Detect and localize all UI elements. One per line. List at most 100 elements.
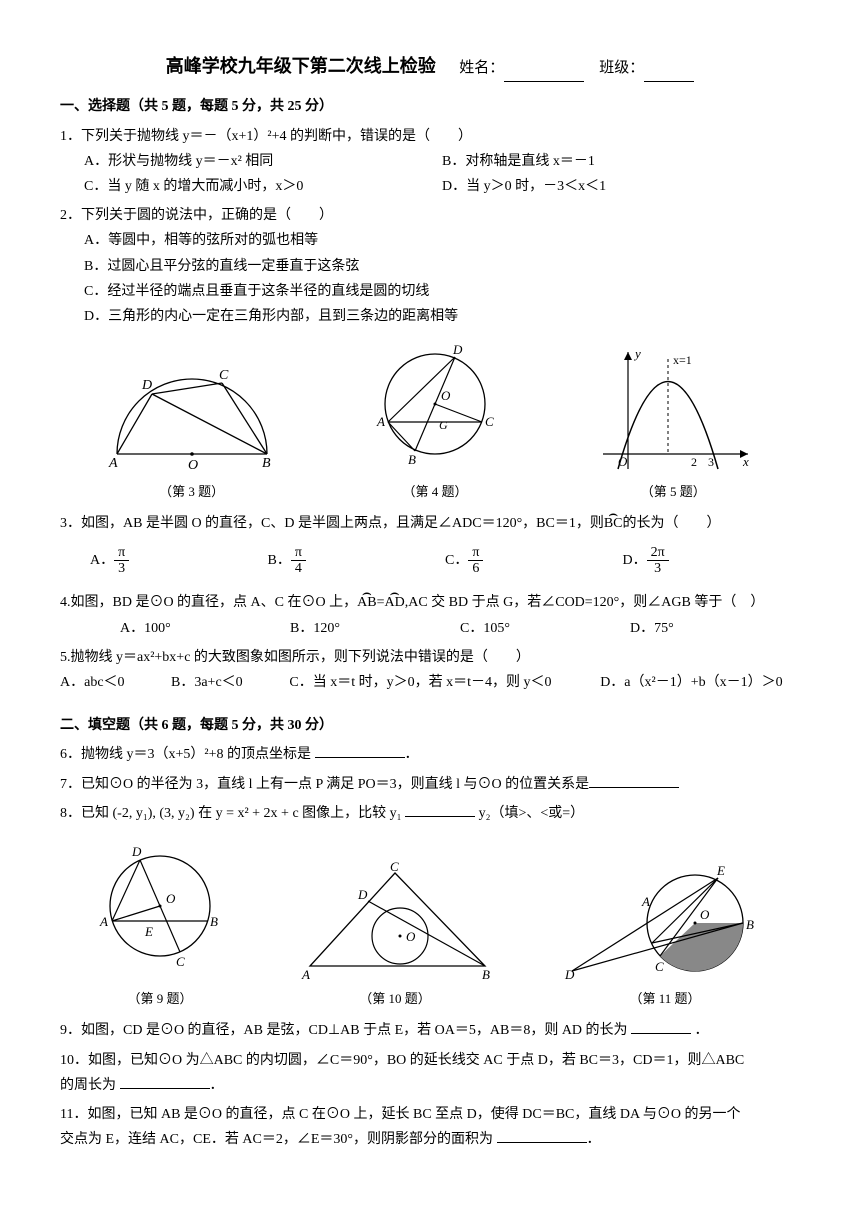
q5: 5.抛物线 y＝ax²+bx+c 的大致图象如图所示，则下列说法中错误的是（ ）…: [60, 645, 800, 695]
q9-blank: [631, 1020, 691, 1034]
q1-opt-d: D．当 y＞0 时，－3＜x＜1: [442, 174, 800, 199]
svg-text:D: D: [452, 344, 463, 357]
svg-text:E: E: [716, 863, 725, 878]
svg-text:D: D: [131, 844, 142, 859]
q2-stem: 2．下列关于圆的说法中，正确的是（ ）: [60, 203, 800, 228]
q4-arc1: AB: [357, 590, 376, 615]
figure-10-svg: A B C D O: [290, 861, 500, 981]
q6-stem: 6．抛物线 y＝3（x+5）²+8 的顶点坐标是: [60, 747, 311, 762]
q5-opt-b: B．3a+c＜0: [171, 670, 289, 695]
q2-opt-b: B．过圆心且平分弦的直线一定垂直于这条弦: [84, 254, 800, 279]
figure-11: A B C D E O （第 11 题）: [560, 861, 770, 1010]
q11-blank: [497, 1129, 587, 1143]
name-blank: [504, 67, 584, 82]
q10-blank: [120, 1075, 210, 1089]
svg-text:O: O: [441, 388, 451, 403]
q7-stem: 7．已知⊙O 的半径为 3，直线 l 上有一点 P 满足 PO＝3，则直线 l …: [60, 777, 589, 792]
q4-eq: =: [377, 595, 385, 610]
q5-options: A．abc＜0 B．3a+c＜0 C．当 x＝t 时，y＞0，若 x＝t－4，则…: [60, 670, 800, 695]
q1: 1．下列关于抛物线 y＝－（x+1）²+4 的判断中，错误的是（ ） A．形状与…: [60, 124, 800, 200]
figures-row-2: A B C D E O （第 9 题） A B C D O （第 10 题）: [60, 841, 800, 1010]
svg-text:G: G: [439, 418, 448, 432]
figure-10: A B C D O （第 10 题）: [290, 861, 500, 1010]
q8-blank: [405, 803, 475, 817]
q7-blank: [589, 774, 679, 788]
svg-text:O: O: [700, 907, 710, 922]
q5-opt-c: C．当 x＝t 时，y＞0，若 x＝t－4，则 y＜0: [289, 670, 600, 695]
figure-3-svg: A B C D O: [102, 369, 282, 474]
q6: 6．抛物线 y＝3（x+5）²+8 的顶点坐标是 ．: [60, 742, 800, 767]
svg-text:2: 2: [691, 455, 697, 469]
figure-4-svg: A B C D O G: [365, 344, 505, 474]
q11: 11．如图，已知 AB 是⊙O 的直径，点 C 在⊙O 上，延长 BC 至点 D…: [60, 1102, 800, 1152]
svg-text:E: E: [144, 924, 153, 939]
svg-text:B: B: [210, 914, 218, 929]
q4-pre: 4.如图，BD 是⊙O 的直径，点 A、C 在⊙O 上，: [60, 595, 357, 610]
svg-text:A: A: [376, 414, 385, 429]
section1-questions: 1．下列关于抛物线 y＝－（x+1）²+4 的判断中，错误的是（ ） A．形状与…: [60, 124, 800, 696]
q4: 4.如图，BD 是⊙O 的直径，点 A、C 在⊙O 上，AB=AD,AC 交 B…: [60, 590, 800, 640]
svg-text:D: D: [357, 887, 368, 902]
q3-opt-d: D．2π3: [623, 545, 801, 577]
q2-opt-c: C．经过半径的端点且垂直于这条半径的直线是圆的切线: [84, 279, 800, 304]
q10-stem-b: 的周长为: [60, 1078, 116, 1093]
q4-options: A．100° B．120° C．105° D．75°: [60, 616, 800, 641]
figure-4-caption: （第 4 题）: [365, 480, 505, 503]
class-blank: [644, 67, 694, 82]
page-title: 高峰学校九年级下第二次线上检验: [166, 56, 436, 76]
q3-opt-a: A．π3: [90, 545, 268, 577]
svg-text:A: A: [641, 894, 650, 909]
q5-stem: 5.抛物线 y＝ax²+bx+c 的大致图象如图所示，则下列说法中错误的是（ ）: [60, 645, 800, 670]
q3-opt-b: B．π4: [268, 545, 446, 577]
svg-text:C: C: [219, 369, 229, 383]
svg-text:D: D: [564, 967, 575, 981]
q5-opt-d: D．a（x²－1）+b（x－1）＞0: [600, 670, 800, 695]
q4-opt-d: D．75°: [630, 616, 800, 641]
q3: 3．如图，AB 是半圆 O 的直径，C、D 是半圆上两点，且满足∠ADC＝120…: [60, 511, 800, 536]
figure-9-svg: A B C D E O: [90, 841, 230, 981]
figure-3: A B C D O （第 3 题）: [102, 369, 282, 503]
svg-text:x: x: [742, 454, 749, 469]
q10-stem-a: 10．如图，已知⊙O 为△ABC 的内切圆，∠C＝90°，BO 的延长线交 AC…: [60, 1048, 800, 1073]
q4-arc2: AD: [384, 590, 404, 615]
svg-text:B: B: [408, 452, 416, 467]
q2: 2．下列关于圆的说法中，正确的是（ ） A．等圆中，相等的弦所对的弧也相等 B．…: [60, 203, 800, 329]
svg-text:C: C: [390, 861, 399, 874]
svg-text:B: B: [746, 917, 754, 932]
svg-text:O: O: [618, 454, 628, 469]
q3-options: A．π3 B．π4 C．π6 D．2π3: [60, 545, 800, 577]
header-row: 高峰学校九年级下第二次线上检验 姓名： 班级：: [60, 50, 800, 82]
section1-header: 一、选择题（共 5 题，每题 5 分，共 25 分）: [60, 94, 800, 119]
section2-header: 二、填空题（共 6 题，每题 5 分，共 30 分）: [60, 713, 800, 738]
q11-stem-a: 11．如图，已知 AB 是⊙O 的直径，点 C 在⊙O 上，延长 BC 至点 D…: [60, 1102, 800, 1127]
svg-text:C: C: [485, 414, 494, 429]
q5-opt-a: A．abc＜0: [60, 670, 171, 695]
figure-5: O x y x=1 2 3 （第 5 题）: [588, 344, 758, 503]
q1-stem: 1．下列关于抛物线 y＝－（x+1）²+4 的判断中，错误的是（ ）: [60, 124, 800, 149]
q2-options: A．等圆中，相等的弦所对的弧也相等 B．过圆心且平分弦的直线一定垂直于这条弦 C…: [60, 228, 800, 329]
name-label: 姓名： 班级：: [459, 60, 694, 76]
figure-4: A B C D O G （第 4 题）: [365, 344, 505, 503]
q4-opt-c: C．105°: [460, 616, 630, 641]
q2-opt-d: D．三角形的内心一定在三角形内部，且到三条边的距离相等: [84, 304, 800, 329]
svg-text:A: A: [301, 967, 310, 981]
q10: 10．如图，已知⊙O 为△ABC 的内切圆，∠C＝90°，BO 的延长线交 AC…: [60, 1048, 800, 1098]
name-label-text: 姓名：: [459, 60, 504, 76]
q3-stem-post: 的长为（ ）: [623, 516, 721, 531]
q1-opt-b: B．对称轴是直线 x＝－1: [442, 149, 800, 174]
svg-text:y: y: [633, 346, 641, 361]
svg-text:C: C: [655, 959, 664, 974]
q8: 8．已知 (-2, y₁), (3, y₂) 在 y = x² + 2x + c…: [60, 801, 800, 826]
svg-text:A: A: [108, 456, 118, 471]
q1-opt-c: C．当 y 随 x 的增大而减小时，x＞0: [84, 174, 442, 199]
q3-arc: BC: [604, 511, 623, 536]
svg-text:O: O: [188, 458, 198, 473]
svg-text:3: 3: [708, 455, 714, 469]
q4-opt-b: B．120°: [290, 616, 460, 641]
q8-post: y₂（填>、<或=）: [475, 806, 584, 821]
svg-text:B: B: [482, 967, 490, 981]
svg-text:O: O: [166, 891, 176, 906]
svg-text:x=1: x=1: [673, 353, 692, 367]
q1-opt-a: A．形状与抛物线 y＝－x² 相同: [84, 149, 442, 174]
q11-stem-b: 交点为 E，连结 AC，CE．若 AC＝2，∠E＝30°，则阴影部分的面积为: [60, 1132, 493, 1147]
